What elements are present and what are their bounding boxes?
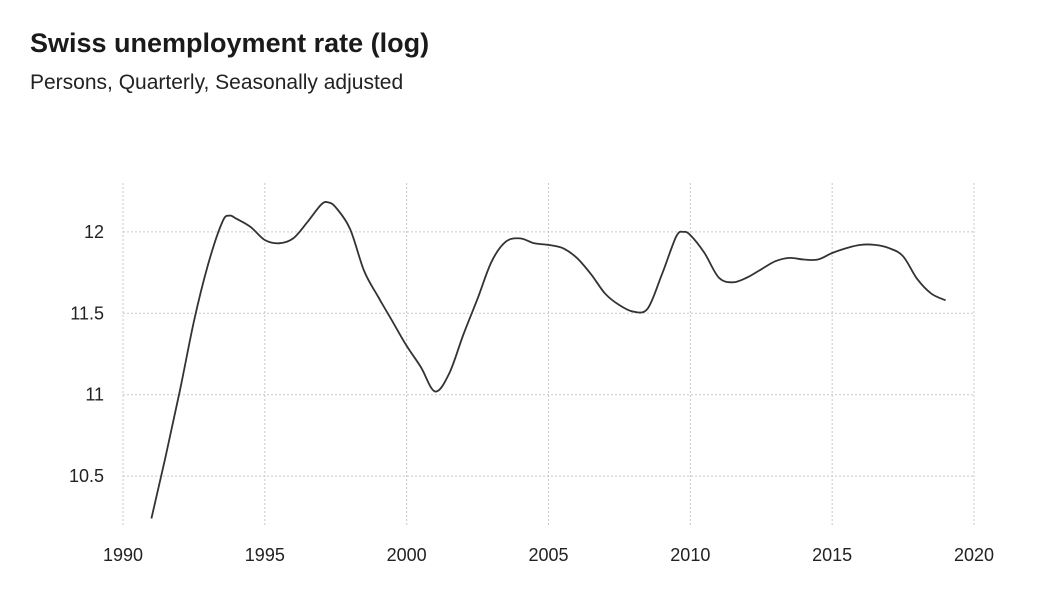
x-tick-label: 2010 (670, 545, 710, 565)
x-tick-label: 2000 (387, 545, 427, 565)
y-tick-label: 11.5 (70, 303, 104, 323)
y-tick-label: 11 (85, 385, 104, 405)
grid-layer (122, 183, 975, 525)
series-layer (150, 201, 946, 519)
chart-title: Swiss unemployment rate (log) (30, 28, 430, 58)
y-tick-label: 12 (84, 222, 104, 242)
series-line (150, 201, 946, 519)
y-tick-label: 10.5 (69, 466, 104, 486)
x-tick-label: 1995 (245, 545, 285, 565)
x-tick-label: 2015 (812, 545, 852, 565)
x-tick-label: 1990 (103, 545, 143, 565)
axis-layer: 1990 1995 2000 2005 2010 2015 2020 10.5 11 11.5 12 (69, 222, 994, 565)
x-tick-label: 2020 (954, 545, 994, 565)
chart-subtitle: Persons, Quarterly, Seasonally adjusted (30, 71, 404, 94)
x-tick-label: 2005 (528, 545, 568, 565)
